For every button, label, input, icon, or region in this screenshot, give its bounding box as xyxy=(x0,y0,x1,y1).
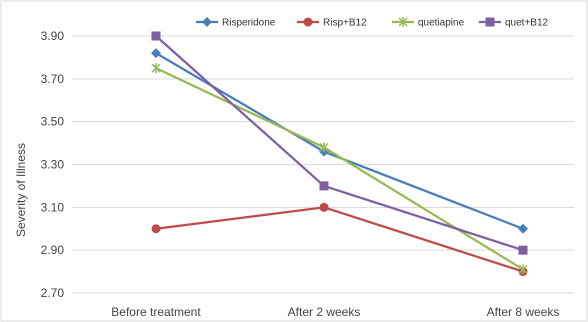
data-point xyxy=(151,48,161,59)
y-tick-label: 2.70 xyxy=(41,286,65,300)
legend-marker xyxy=(398,17,408,27)
data-point xyxy=(319,202,329,212)
data-point xyxy=(319,142,329,153)
series-quet-b12 xyxy=(151,31,528,255)
data-point xyxy=(151,31,161,41)
y-tick-label: 2.90 xyxy=(41,243,65,257)
legend: Risperidone Risp+B12 quetiapine quet+B12 xyxy=(196,17,549,29)
legend-marker xyxy=(303,17,313,27)
data-point xyxy=(518,264,528,275)
y-tick-label: 3.90 xyxy=(41,29,65,43)
series-risp-b12 xyxy=(151,202,528,277)
y-tick-label: 3.10 xyxy=(41,200,65,214)
series-layer xyxy=(151,31,528,277)
y-tick-label: 3.50 xyxy=(41,115,65,129)
legend-marker xyxy=(202,17,212,27)
legend-item: quet+B12 xyxy=(479,17,549,29)
legend-label: Risperidone xyxy=(222,18,276,29)
y-tick-label: 3.30 xyxy=(41,158,65,172)
data-point xyxy=(151,224,161,234)
x-tick-label: After 8 weeks xyxy=(487,305,560,319)
legend-label: quet+B12 xyxy=(505,18,549,29)
x-tick-label: After 2 weeks xyxy=(288,305,361,319)
legend-label: quetiapine xyxy=(418,18,465,29)
legend-label: Risp+B12 xyxy=(323,18,367,29)
data-point xyxy=(518,223,528,234)
legend-item: quetiapine xyxy=(392,17,465,29)
x-tick-label: Before treatment xyxy=(111,305,201,319)
axes: 3.90 3.70 3.50 3.30 3.10 2.90 2.70 Before treat… xyxy=(41,29,560,319)
y-tick-label: 3.70 xyxy=(41,72,65,86)
data-point xyxy=(518,245,528,255)
legend-item: Risperidone xyxy=(196,17,276,29)
legend-marker xyxy=(485,17,495,27)
data-point xyxy=(319,181,329,191)
data-point xyxy=(151,63,161,74)
y-axis-title: Severity of Illness xyxy=(14,143,28,237)
legend-item: Risp+B12 xyxy=(297,17,367,29)
